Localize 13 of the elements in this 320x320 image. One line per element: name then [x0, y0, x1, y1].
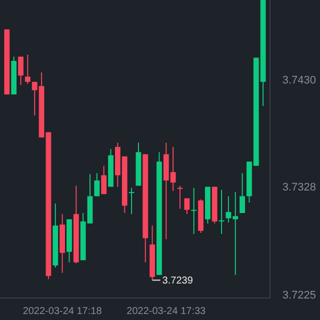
- candlestick: [240, 172, 246, 214]
- x-tick-label: 2022-03-24 17:18: [22, 306, 102, 317]
- candlestick: [184, 198, 190, 215]
- candlestick: [18, 56, 24, 86]
- candlestick: [101, 165, 107, 195]
- y-tick-label: 3.7430: [282, 74, 316, 87]
- y-tick-label: 3.7225: [282, 290, 316, 302]
- annotation: 3.7239: [162, 276, 194, 287]
- candlestick: [94, 172, 100, 197]
- candlestick: [24, 54, 30, 84]
- candlestick: [191, 187, 197, 234]
- y-tick-label: 3.7328: [282, 182, 316, 194]
- x-tick-label: 2022-03-24 17:33: [126, 306, 206, 317]
